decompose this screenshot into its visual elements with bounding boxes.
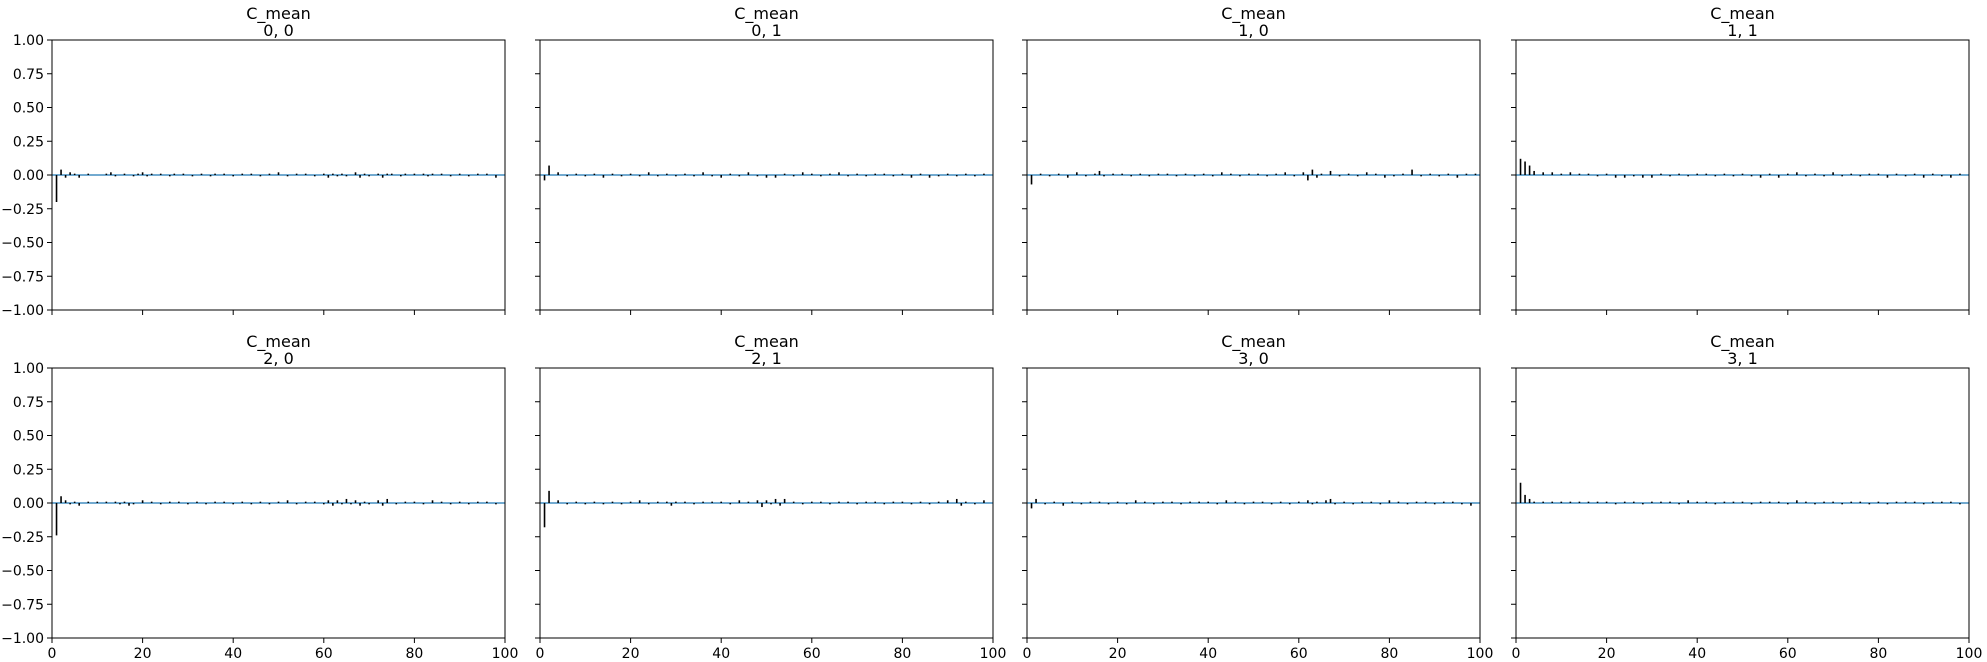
y-tick-label: 1.00	[13, 33, 44, 49]
x-tick-label: 0	[48, 646, 57, 662]
x-tick-label: 60	[803, 646, 821, 662]
subplot-title: C_mean	[734, 4, 799, 24]
x-tick-label: 100	[492, 646, 519, 662]
x-tick-label: 100	[1467, 646, 1494, 662]
y-tick-label: 0.25	[13, 134, 44, 150]
x-tick-label: 60	[1290, 646, 1308, 662]
y-tick-label: −0.25	[1, 530, 44, 546]
x-tick-label: 100	[980, 646, 1007, 662]
y-tick-label: −0.75	[1, 269, 44, 285]
x-tick-label: 80	[1380, 646, 1398, 662]
subplot-title: C_mean	[246, 332, 311, 352]
subplot-title: C_mean	[734, 332, 799, 352]
x-tick-label: 40	[224, 646, 242, 662]
y-tick-label: 0.00	[13, 168, 44, 184]
subplot-title: C_mean	[1221, 4, 1286, 24]
subplot-subtitle: 3, 1	[1727, 349, 1758, 368]
x-tick-label: 0	[536, 646, 545, 662]
subplot-subtitle: 2, 1	[751, 349, 782, 368]
y-tick-label: −0.50	[1, 564, 44, 580]
axes-frame	[1026, 367, 1481, 639]
axes-frame	[1515, 367, 1970, 639]
axes-frame	[51, 39, 506, 311]
axes-frame	[539, 367, 994, 639]
subplot-subtitle: 1, 1	[1727, 21, 1758, 40]
y-tick-label: 0.75	[13, 395, 44, 411]
axes-frame	[51, 367, 506, 639]
x-tick-label: 100	[1956, 646, 1983, 662]
x-tick-label: 40	[712, 646, 730, 662]
subplot-title: C_mean	[1710, 4, 1775, 24]
x-tick-label: 20	[134, 646, 152, 662]
x-tick-label: 60	[1779, 646, 1797, 662]
y-tick-label: 0.25	[13, 462, 44, 478]
subplot-subtitle: 0, 1	[751, 21, 782, 40]
y-tick-label: −0.25	[1, 202, 44, 218]
x-tick-label: 20	[1109, 646, 1127, 662]
y-tick-label: −0.50	[1, 236, 44, 252]
y-tick-label: 0.00	[13, 496, 44, 512]
y-tick-label: 0.75	[13, 67, 44, 83]
x-tick-label: 0	[1512, 646, 1521, 662]
subplot-subtitle: 2, 0	[263, 349, 294, 368]
x-tick-label: 80	[405, 646, 423, 662]
subplot-subtitle: 1, 0	[1238, 21, 1269, 40]
subplot-subtitle: 0, 0	[263, 21, 294, 40]
x-tick-label: 20	[622, 646, 640, 662]
axes-frame	[1026, 39, 1481, 311]
subplot-title: C_mean	[246, 4, 311, 24]
axes-frame	[1515, 39, 1970, 311]
y-tick-label: 0.50	[13, 101, 44, 117]
x-tick-label: 40	[1199, 646, 1217, 662]
x-tick-label: 0	[1023, 646, 1032, 662]
subplot-title: C_mean	[1710, 332, 1775, 352]
axes-frame	[539, 39, 994, 311]
y-tick-label: 0.50	[13, 429, 44, 445]
y-tick-label: −0.75	[1, 597, 44, 613]
subplot-title: C_mean	[1221, 332, 1286, 352]
x-tick-label: 80	[893, 646, 911, 662]
x-tick-label: 80	[1869, 646, 1887, 662]
subplot-subtitle: 3, 0	[1238, 349, 1269, 368]
y-tick-label: −1.00	[1, 631, 44, 647]
y-tick-label: 1.00	[13, 361, 44, 377]
x-tick-label: 60	[315, 646, 333, 662]
y-tick-label: −1.00	[1, 303, 44, 319]
x-tick-label: 40	[1688, 646, 1706, 662]
x-tick-label: 20	[1598, 646, 1616, 662]
